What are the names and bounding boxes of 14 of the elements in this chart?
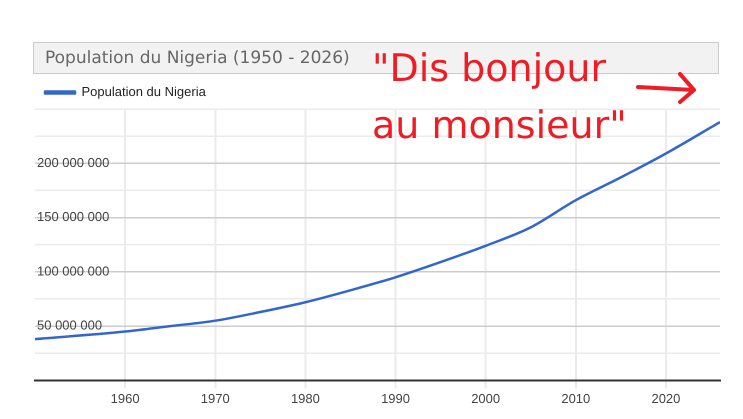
chart-title: Population du Nigeria (1950 - 2026) [45, 48, 350, 68]
y-tick-label: 100 000 000 [37, 263, 110, 278]
x-tick-label: 2020 [651, 390, 680, 406]
x-tick-label: 2000 [471, 390, 500, 406]
x-tick-label: 1980 [290, 390, 320, 406]
annotation: "Dis bonjour au monsieur" [372, 45, 627, 149]
x-tick-label: 1960 [110, 390, 140, 406]
y-tick-label: 50 000 000 [37, 318, 102, 333]
y-tick-label: 200 000 000 [37, 154, 110, 170]
legend-label: Population du Nigeria [82, 84, 207, 100]
x-tick-label: 1990 [381, 390, 410, 406]
x-tick-label: 1970 [200, 390, 230, 406]
x-tick-label: 2010 [561, 390, 590, 406]
y-tick-label: 150 000 000 [37, 209, 110, 224]
